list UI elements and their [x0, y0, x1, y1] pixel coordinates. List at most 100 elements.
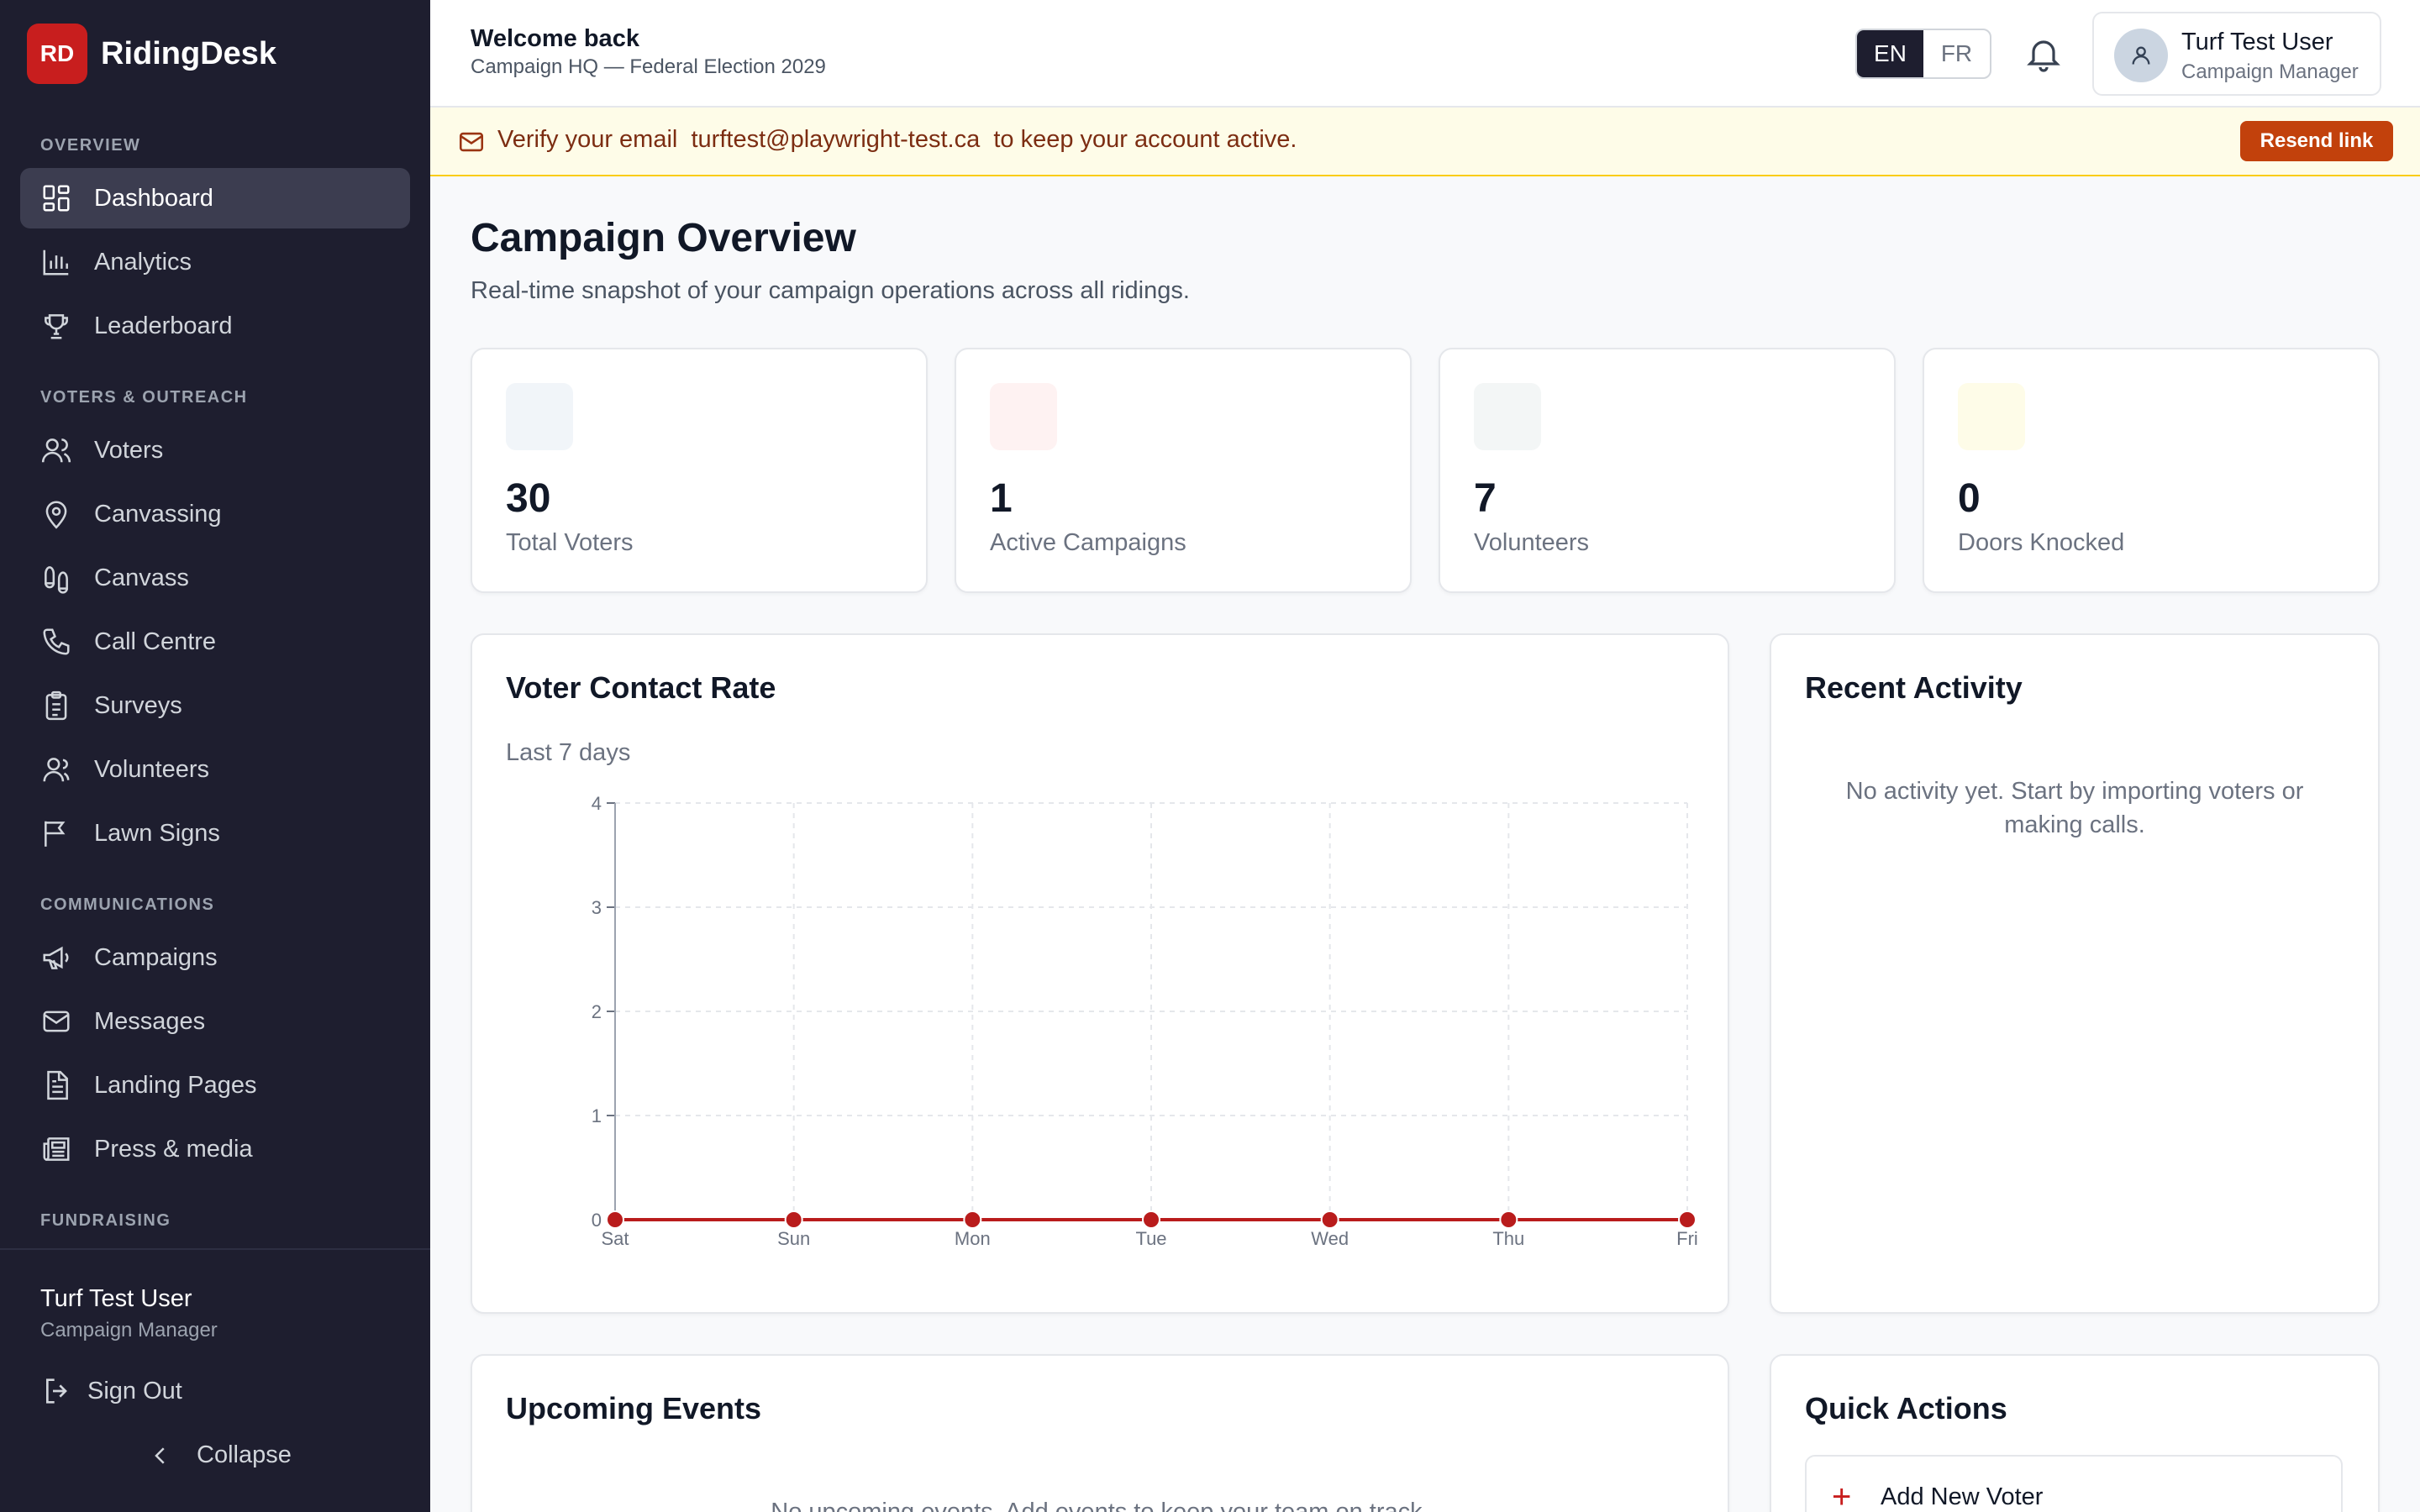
- sidebar-item-label: Lawn Signs: [94, 819, 220, 847]
- data-point: [1142, 1210, 1160, 1229]
- stat-value: 7: [1474, 476, 1497, 521]
- lang-fr-button[interactable]: FR: [1940, 40, 1973, 66]
- brand-name: RidingDesk: [101, 35, 277, 71]
- sidebar-item-messages[interactable]: Messages: [20, 991, 410, 1052]
- sidebar-item-dashboard[interactable]: Dashboard: [20, 168, 410, 228]
- sidebar-item-label: Volunteers: [94, 755, 210, 783]
- upcoming-events-title: Upcoming Events: [506, 1391, 762, 1425]
- brand[interactable]: RD RidingDesk: [27, 24, 276, 84]
- campaign-subtitle: Campaign HQ — Federal Election 2029: [471, 55, 826, 78]
- chart-title: Voter Contact Rate: [506, 670, 776, 705]
- nav-section-communications: COMMUNICATIONS: [40, 895, 215, 914]
- user-name: Turf Test User: [2181, 29, 2333, 55]
- stat-icon: [506, 383, 573, 450]
- user-icon: [2132, 46, 2150, 65]
- sidebar-item-label: Canvass: [94, 564, 189, 591]
- sidebar: RD RidingDesk OVERVIEW Dashboard Analyti…: [0, 0, 430, 1512]
- data-point: [606, 1210, 624, 1229]
- quick-action-label: Add New Voter: [1881, 1483, 2044, 1510]
- sidebar-divider: [0, 1248, 430, 1250]
- y-tick-label: 4: [592, 793, 602, 814]
- megaphone-icon: [43, 946, 69, 969]
- language-toggle: EN FR: [1855, 29, 1991, 79]
- sidebar-item-voters[interactable]: Voters: [20, 420, 410, 480]
- sidebar-item-label: Landing Pages: [94, 1071, 257, 1099]
- users-icon: [41, 438, 71, 463]
- data-point: [1678, 1210, 1697, 1229]
- banner-email: turftest@playwright-test.ca: [691, 126, 981, 153]
- sidebar-item-press-media[interactable]: Press & media: [20, 1119, 410, 1179]
- recent-activity-empty: No activity yet. Start by importing vote…: [1845, 778, 2304, 838]
- clipboard-icon: [45, 690, 67, 721]
- stat-card-doors-knocked[interactable]: 0 Doors Knocked: [1923, 348, 2380, 593]
- y-tick-label: 1: [592, 1105, 602, 1126]
- phone-icon: [43, 628, 70, 655]
- sidebar-item-surveys[interactable]: Surveys: [20, 675, 410, 736]
- user-role: Campaign Manager: [2181, 60, 2359, 83]
- stat-label: Doors Knocked: [1958, 529, 2125, 556]
- verify-email-banner: Verify your email turftest@playwright-te…: [430, 108, 2420, 176]
- stat-card-total-voters[interactable]: 30 Total Voters: [471, 348, 928, 593]
- resend-link-button[interactable]: Resend link: [2240, 121, 2393, 161]
- sidebar-item-label: Dashboard: [94, 184, 213, 212]
- sign-out-button[interactable]: Sign Out: [40, 1374, 182, 1408]
- collapse-label: Collapse: [197, 1441, 292, 1468]
- page-subtitle: Real-time snapshot of your campaign oper…: [471, 277, 1190, 304]
- data-point: [784, 1210, 803, 1229]
- quick-actions-title: Quick Actions: [1805, 1391, 2007, 1425]
- upcoming-events-panel: Upcoming Events No upcoming events. Add …: [471, 1354, 1729, 1512]
- sidebar-item-canvass[interactable]: Canvass: [20, 548, 410, 608]
- add-new-voter-button[interactable]: + Add New Voter: [1805, 1455, 2343, 1512]
- sidebar-user-name: Turf Test User: [40, 1285, 192, 1312]
- quick-actions-panel: Quick Actions + Add New Voter: [1770, 1354, 2380, 1512]
- sidebar-item-label: Surveys: [94, 691, 182, 719]
- sidebar-item-label: Campaigns: [94, 943, 218, 971]
- stat-value: 0: [1958, 476, 1981, 521]
- banner-prefix: Verify your email: [497, 126, 678, 153]
- sidebar-item-analytics[interactable]: Analytics: [20, 232, 410, 292]
- stat-icon: [1958, 383, 2025, 450]
- stat-card-active-campaigns[interactable]: 1 Active Campaigns: [955, 348, 1412, 593]
- top-bar: Welcome back Campaign HQ — Federal Elect…: [430, 0, 2420, 108]
- mail-icon: [43, 1011, 70, 1032]
- sidebar-item-lawn-signs[interactable]: Lawn Signs: [20, 803, 410, 864]
- stat-card-volunteers[interactable]: 7 Volunteers: [1439, 348, 1896, 593]
- page-title: Campaign Overview: [471, 216, 856, 260]
- sidebar-item-label: Call Centre: [94, 627, 217, 655]
- brand-logo: RD: [27, 24, 87, 84]
- sidebar-item-volunteers[interactable]: Volunteers: [20, 739, 410, 800]
- sidebar-item-leaderboard[interactable]: Leaderboard: [20, 296, 410, 356]
- stat-icon: [990, 383, 1057, 450]
- sidebar-item-label: Canvassing: [94, 500, 222, 528]
- map-pin-icon: [45, 501, 67, 529]
- sign-out-label: Sign Out: [87, 1377, 182, 1404]
- nav-section-overview: OVERVIEW: [40, 136, 141, 155]
- user-group-icon: [43, 758, 70, 782]
- avatar: [2114, 29, 2168, 82]
- chart-subtitle: Last 7 days: [506, 739, 631, 766]
- bar-chart-icon: [43, 249, 69, 276]
- sidebar-item-canvassing[interactable]: Canvassing: [20, 484, 410, 544]
- chevron-left-icon: [155, 1446, 165, 1464]
- sidebar-item-label: Press & media: [94, 1135, 253, 1163]
- collapse-button[interactable]: Collapse: [148, 1441, 292, 1469]
- x-tick-label: Wed: [1311, 1228, 1349, 1249]
- verify-email-text: Verify your email turftest@playwright-te…: [497, 126, 1297, 154]
- sidebar-user-role: Campaign Manager: [40, 1319, 218, 1341]
- sidebar-item-label: Analytics: [94, 248, 192, 276]
- mail-icon: [459, 132, 484, 152]
- sidebar-item-landing-pages[interactable]: Landing Pages: [20, 1055, 410, 1116]
- data-point: [1320, 1210, 1339, 1229]
- user-menu[interactable]: Turf Test User Campaign Manager: [2092, 12, 2381, 96]
- y-tick-label: 0: [592, 1210, 602, 1231]
- y-tick-label: 3: [592, 897, 602, 918]
- nav-section-voters-outreach: VOTERS & OUTREACH: [40, 388, 248, 407]
- bell-icon[interactable]: [2023, 34, 2064, 74]
- x-tick-label: Sat: [601, 1228, 629, 1249]
- sidebar-item-campaigns[interactable]: Campaigns: [20, 927, 410, 988]
- x-tick-label: Mon: [955, 1228, 991, 1249]
- lang-en-button[interactable]: EN: [1857, 30, 1923, 77]
- sidebar-item-call-centre[interactable]: Call Centre: [20, 612, 410, 672]
- footprints-icon: [45, 566, 68, 594]
- sidebar-item-label: Messages: [94, 1007, 206, 1035]
